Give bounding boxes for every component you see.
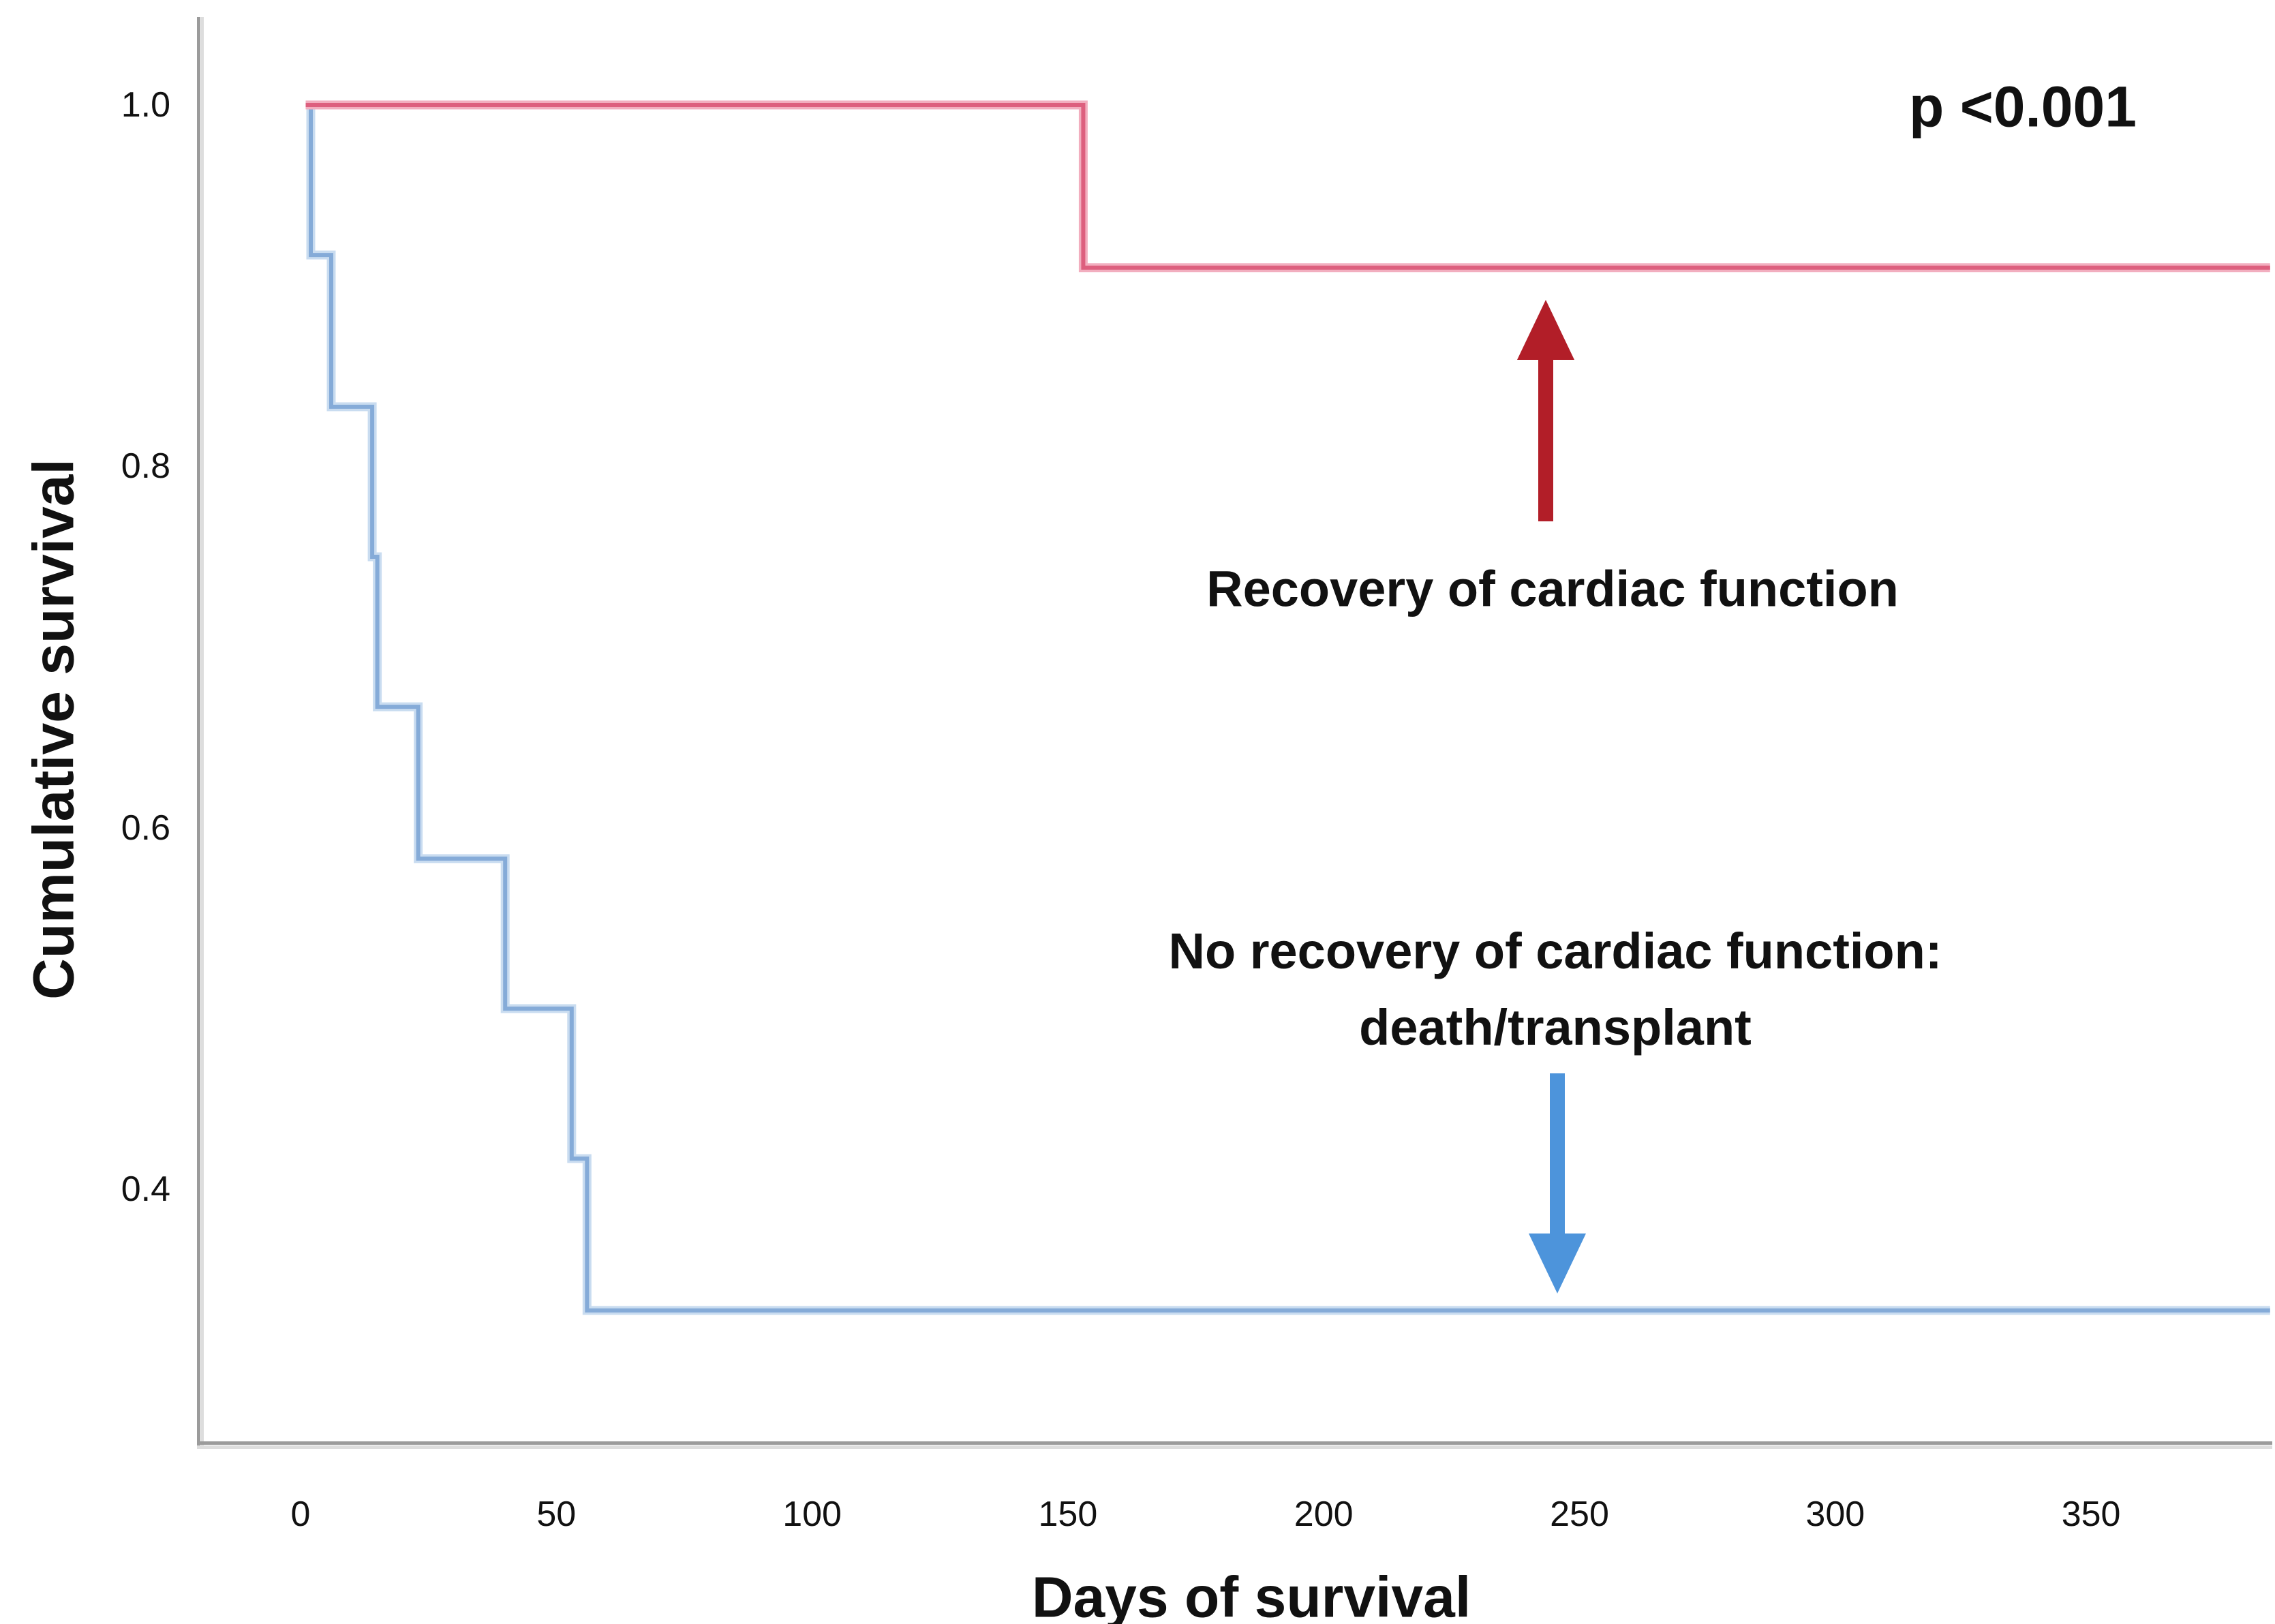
recovery-arrow-up-icon (1517, 300, 1574, 521)
x-axis-shadow (197, 1445, 2272, 1449)
x-tick-label: 350 (2061, 1495, 2121, 1534)
p-value-annotation: p <0.001 (1909, 74, 2137, 139)
no-recovery-arrow-down-icon (1529, 1073, 1586, 1293)
x-tick-label: 150 (1038, 1495, 1098, 1534)
x-tick-label: 100 (782, 1495, 842, 1534)
y-tick-label: 1.0 (121, 85, 170, 125)
y-tick-label: 0.8 (121, 446, 170, 487)
annotation-arrows (1517, 300, 1586, 1293)
y-axis-line (197, 17, 200, 1445)
x-axis-line (197, 1441, 2272, 1445)
no-recovery-annotation-line1: No recovery of cardiac function: (1168, 923, 1942, 979)
y-axis-shadow (201, 17, 204, 1445)
survival-curve-recovery (305, 103, 2270, 270)
x-tick-label: 250 (1550, 1495, 1609, 1534)
survival-curves (305, 100, 2270, 1315)
survival-curve-no-recovery (305, 100, 2270, 1315)
x-axis-title: Days of survival (1031, 1565, 1471, 1624)
recovery-annotation: Recovery of cardiac function (1206, 560, 1899, 617)
x-tick-label: 50 (536, 1495, 577, 1534)
survival-curve-no-recovery (305, 103, 2270, 1313)
x-tick-label: 300 (1805, 1495, 1865, 1534)
x-tick-label: 200 (1294, 1495, 1354, 1534)
x-tick-label: 0 (290, 1495, 311, 1534)
y-tick-label: 0.6 (121, 808, 170, 848)
y-axis-title: Cumulative survival (21, 459, 86, 1000)
y-tick-label: 0.4 (121, 1169, 170, 1210)
no-recovery-annotation: No recovery of cardiac function: death/t… (1169, 913, 1942, 1066)
no-recovery-annotation-line2: death/transplant (1359, 999, 1752, 1056)
